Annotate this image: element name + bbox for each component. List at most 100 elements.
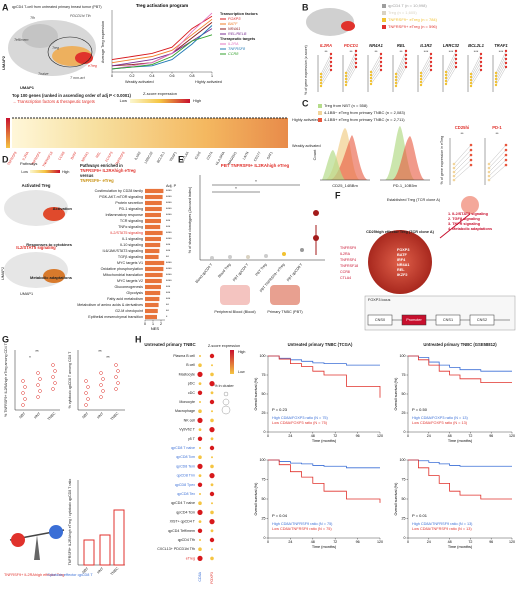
dot: [329, 56, 333, 60]
dot: [344, 80, 348, 84]
dot: [197, 509, 203, 515]
dot: [504, 158, 508, 162]
legend-label: NR4A1: [228, 27, 240, 31]
label: REL: [95, 151, 102, 159]
adj-p: **: [166, 303, 169, 307]
pair-line: [495, 58, 507, 80]
bar: [145, 206, 162, 212]
label: **: [374, 49, 378, 54]
label: PBT qpCD8 T: [286, 262, 304, 282]
label: PDCD1: [344, 43, 359, 48]
label: CXCL13+ PDCD1hi Tfh: [157, 547, 195, 551]
x-tick-label: 72: [333, 434, 337, 438]
dot: [21, 379, 25, 383]
category-label: Fatty acid metabolism: [107, 297, 143, 301]
dot: [199, 539, 201, 541]
label: IL2RA: [320, 43, 332, 48]
y-tick-label: 100: [260, 458, 266, 462]
pair-line: [370, 53, 382, 73]
legend-label: High CD8A/FOXP3 ratio (N = 13): [412, 416, 469, 420]
label: % in cluster: [214, 384, 234, 388]
dot: [23, 385, 27, 389]
bar: [145, 194, 163, 200]
label: FOXP3 locus: [368, 298, 390, 302]
bar: [145, 188, 164, 194]
label: Activated Treg: [22, 183, 51, 188]
dot: [469, 75, 473, 79]
label: *: [235, 186, 237, 191]
dot: [369, 70, 373, 74]
label: HLA-DRA: [215, 150, 226, 166]
adj-p: ***: [166, 297, 171, 301]
series-line: [111, 34, 213, 70]
label: IL2RA: [340, 252, 351, 256]
dot: [444, 79, 448, 83]
label: CCR8: [58, 151, 66, 161]
dot: [379, 52, 383, 56]
category-label: G2-M checkpoint: [115, 309, 143, 313]
label: PBT qpCD4 T: [232, 262, 250, 282]
label: BATF: [70, 151, 78, 160]
label: PDCD1hi Tfh: [70, 14, 91, 18]
bar: [145, 242, 161, 248]
dot: [116, 381, 120, 385]
legend-swatch: [382, 18, 386, 22]
category-label: PI3K-AKT-mTOR signaling: [99, 195, 143, 199]
x-tick-label: 72: [333, 540, 337, 544]
y-tick-label: 50: [402, 497, 406, 501]
label: ***: [499, 49, 504, 54]
label: qpCD4 T naive: [171, 501, 195, 505]
adj-p: ****: [166, 213, 172, 217]
label: Low: [120, 98, 127, 103]
adj-p: ****: [166, 207, 172, 211]
dot: [99, 383, 103, 387]
y-tick-label: 0: [264, 430, 266, 434]
dot: [494, 74, 498, 78]
dot: [369, 73, 373, 77]
pair-line: [470, 69, 482, 87]
category-label: TCR signaling: [120, 219, 143, 223]
label: % of shared clonotypes (Jaccard index): [188, 186, 192, 253]
adj-p: ****: [166, 201, 172, 205]
label: Weakly activated: [125, 80, 154, 84]
label: → Transcription factors & therapeutic ta…: [12, 99, 95, 104]
label: NBT: [81, 411, 89, 419]
pair-line: [370, 61, 382, 79]
dot: [469, 158, 473, 162]
label: Highly activated: [292, 118, 319, 122]
label: FOXP3: [210, 572, 214, 584]
bar: [145, 296, 160, 302]
dot: [369, 76, 373, 80]
x-axis-label: Time (months): [448, 439, 473, 443]
label: UMAP1: [20, 292, 33, 296]
label: High: [62, 170, 69, 174]
dot: [197, 436, 203, 441]
legend-swatch: [382, 25, 386, 29]
category-label: IL6/JAK/STAT3 signaling: [103, 249, 143, 253]
panel-letter: F: [335, 190, 341, 200]
pair-line: [445, 58, 457, 79]
bar: [145, 302, 159, 308]
dot: [36, 395, 40, 399]
dot: [197, 463, 203, 469]
adj-p: ***: [166, 285, 171, 289]
label: IRF4: [397, 258, 406, 262]
dot: [494, 80, 498, 84]
dot: [444, 73, 448, 77]
label: TRAF1: [494, 43, 508, 48]
dot: [198, 382, 202, 385]
pair-line: [395, 58, 407, 81]
dot: [210, 372, 214, 377]
legend-label: TNFRSF8: [228, 47, 246, 51]
dot: [454, 53, 458, 57]
bar: [145, 236, 161, 242]
category-label: IL2/STAT5 signaling: [110, 231, 143, 235]
pair-line: [420, 61, 432, 80]
dot: [404, 61, 408, 65]
x-tick-label: 96: [356, 540, 360, 544]
label: Established Treg (TCR clone A): [387, 198, 441, 202]
dot: [209, 519, 215, 525]
label: qpCD4 Teff/mem: [168, 529, 195, 533]
dot: [504, 53, 508, 57]
